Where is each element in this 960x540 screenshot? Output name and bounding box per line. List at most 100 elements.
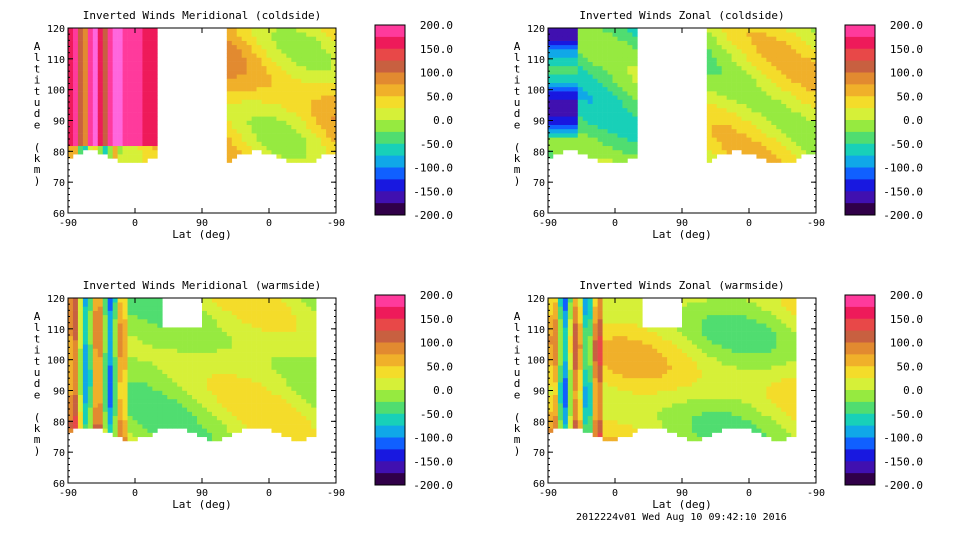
- heatmap-cell: [552, 40, 559, 46]
- heatmap-cell: [607, 141, 613, 147]
- heatmap-cell: [632, 141, 638, 147]
- heatmap-cell: [112, 373, 118, 379]
- heatmap-cell: [721, 149, 727, 155]
- heatmap-cell: [77, 419, 84, 425]
- heatmap-cell: [197, 373, 203, 379]
- y-tick-label: 70: [53, 178, 65, 189]
- heatmap-cell: [741, 137, 747, 142]
- heatmap-cell: [82, 373, 89, 379]
- heatmap-cell: [132, 352, 138, 358]
- heatmap-cell: [587, 32, 593, 37]
- heatmap-cell: [147, 428, 153, 433]
- heatmap-cell: [572, 99, 579, 104]
- heatmap-cell: [602, 154, 608, 159]
- heatmap-cell: [92, 298, 99, 303]
- heatmap-cell: [607, 356, 613, 362]
- heatmap-cell: [231, 61, 238, 67]
- heatmap-cell: [587, 424, 593, 429]
- heatmap-cell: [122, 373, 128, 379]
- heatmap-cell: [311, 61, 317, 67]
- heatmap-cell: [706, 44, 713, 50]
- heatmap-cell: [112, 65, 118, 71]
- heatmap-cell: [572, 78, 579, 83]
- heatmap-cell: [587, 428, 593, 433]
- heatmap-cell: [72, 365, 79, 370]
- heatmap-cell: [266, 352, 272, 358]
- heatmap-cell: [296, 382, 302, 387]
- heatmap-cell: [612, 407, 618, 412]
- heatmap-cell: [627, 432, 633, 438]
- heatmap-cell: [167, 411, 173, 417]
- heatmap-cell: [311, 310, 317, 316]
- heatmap-cell: [557, 348, 564, 353]
- y-axis-label-char: l: [514, 51, 521, 64]
- heatmap-cell: [107, 57, 113, 62]
- heatmap-cell: [271, 331, 277, 337]
- heatmap-cell: [112, 432, 118, 438]
- heatmap-cell: [741, 112, 747, 117]
- heatmap-cell: [202, 298, 208, 303]
- heatmap-cell: [147, 103, 153, 109]
- heatmap-cell: [617, 149, 623, 155]
- heatmap-cell: [202, 432, 208, 438]
- heatmap-cell: [231, 120, 238, 125]
- heatmap-cell: [311, 335, 317, 341]
- heatmap-cell: [286, 99, 292, 104]
- heatmap-cell: [117, 340, 123, 345]
- heatmap-cell: [172, 377, 178, 383]
- heatmap-cell: [771, 44, 777, 50]
- heatmap-cell: [776, 124, 782, 130]
- heatmap-cell: [557, 36, 564, 41]
- heatmap-cell: [142, 133, 148, 138]
- heatmap-cell: [246, 331, 252, 337]
- y-axis-label-char: t: [34, 355, 41, 368]
- heatmap-cell: [592, 352, 598, 358]
- heatmap-cell: [607, 348, 613, 353]
- heatmap-cell: [122, 432, 128, 438]
- heatmap-cell: [306, 137, 312, 142]
- heatmap-cell: [137, 344, 143, 349]
- heatmap-cell: [87, 361, 94, 366]
- heatmap-cell: [276, 319, 282, 324]
- heatmap-cell: [157, 302, 163, 307]
- heatmap-cell: [261, 382, 267, 387]
- heatmap-cell: [221, 331, 228, 337]
- heatmap-cell: [241, 348, 247, 353]
- heatmap-cell: [751, 116, 757, 121]
- heatmap-cell: [137, 70, 143, 75]
- heatmap-cell: [102, 74, 108, 79]
- heatmap-cell: [226, 386, 233, 391]
- heatmap-cell: [602, 145, 608, 151]
- heatmap-cell: [246, 335, 252, 341]
- heatmap-cell: [226, 432, 233, 438]
- heatmap-cell: [587, 365, 593, 370]
- heatmap-cell: [597, 398, 603, 404]
- heatmap-cell: [112, 352, 118, 358]
- heatmap-cell: [706, 36, 713, 41]
- heatmap-cell: [726, 57, 732, 62]
- heatmap-cell: [97, 70, 104, 75]
- heatmap-cell: [97, 103, 104, 109]
- heatmap-cell: [77, 302, 84, 307]
- heatmap-cell: [87, 91, 94, 96]
- heatmap-cell: [721, 112, 727, 117]
- heatmap-cell: [127, 86, 133, 92]
- heatmap-cell: [236, 128, 242, 134]
- heatmap-cell: [112, 149, 118, 155]
- heatmap-cell: [152, 141, 158, 147]
- heatmap-cell: [187, 411, 193, 417]
- heatmap-cell: [68, 369, 74, 374]
- heatmap-cell: [731, 28, 737, 33]
- heatmap-cell: [731, 78, 737, 83]
- heatmap-cell: [597, 369, 603, 374]
- heatmap-cell: [602, 419, 608, 425]
- heatmap-field: [68, 298, 317, 442]
- heatmap-cell: [776, 137, 782, 142]
- heatmap-cell: [548, 82, 554, 88]
- heatmap-cell: [261, 95, 267, 100]
- heatmap-cell: [216, 390, 223, 395]
- heatmap-cell: [286, 116, 292, 121]
- heatmap-cell: [552, 394, 559, 400]
- heatmap-cell: [231, 86, 238, 92]
- heatmap-cell: [157, 390, 163, 395]
